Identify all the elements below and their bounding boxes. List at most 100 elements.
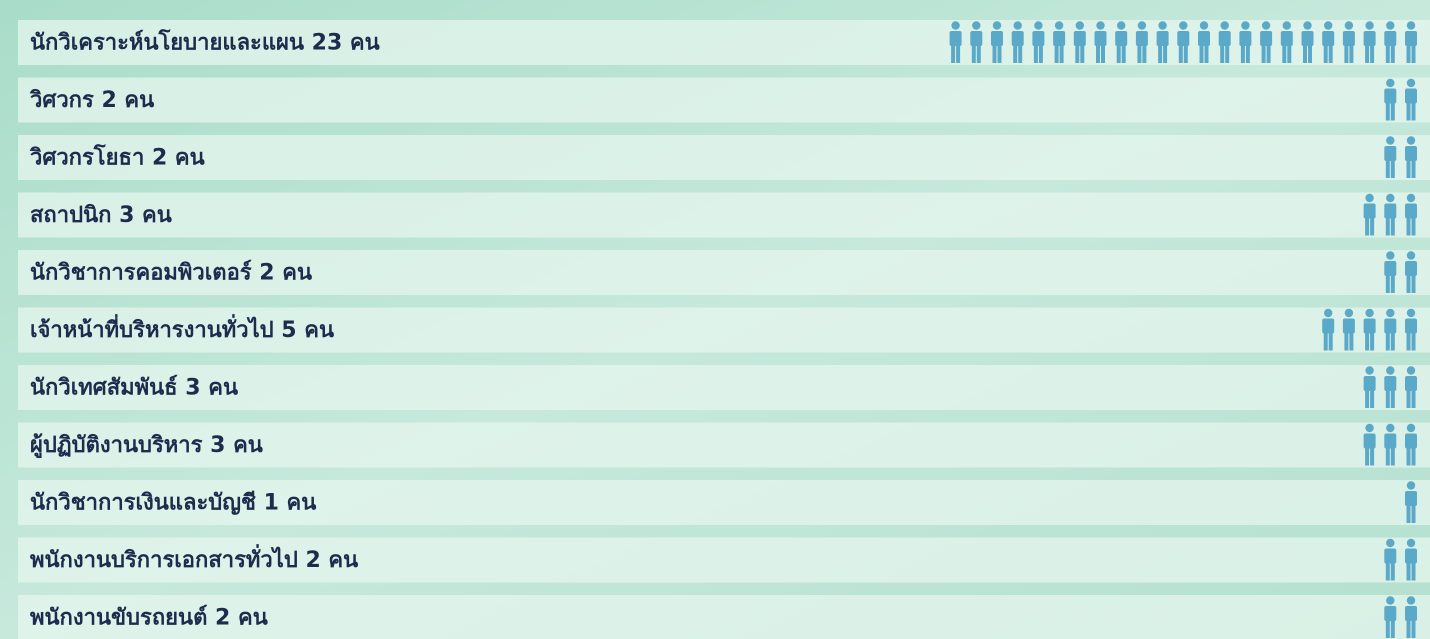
person-icon — [1363, 193, 1376, 236]
icon-leg — [1142, 45, 1147, 63]
icon-leg — [1365, 217, 1370, 236]
icon-leg — [1390, 45, 1395, 63]
icon-body — [1384, 318, 1397, 334]
icon-leg — [1370, 332, 1375, 351]
icon-leg — [1137, 45, 1142, 63]
icon-head — [1179, 21, 1188, 30]
icon-body — [1177, 31, 1190, 46]
icon-body — [1239, 31, 1252, 46]
icon-head — [1324, 308, 1333, 318]
icon-head — [1013, 21, 1022, 30]
icon-body — [1363, 433, 1376, 449]
row-band — [18, 595, 1430, 639]
icon-leg — [1406, 332, 1411, 351]
icon-leg — [1287, 45, 1292, 63]
icon-leg — [1411, 332, 1416, 351]
icon-head — [1261, 21, 1271, 30]
person-icon — [1177, 21, 1190, 63]
person-icon — [1322, 308, 1335, 351]
icon-head — [1386, 538, 1395, 548]
person-icon — [1073, 21, 1086, 63]
icon-leg — [1390, 217, 1395, 236]
person-icon — [970, 21, 983, 63]
icon-leg — [1411, 160, 1416, 178]
icon-body — [1384, 203, 1397, 219]
icon-leg — [1240, 45, 1245, 63]
icon-head — [1158, 21, 1167, 30]
icon-head — [1054, 21, 1064, 30]
icon-leg — [1406, 275, 1411, 293]
icon-leg — [1385, 620, 1390, 638]
icon-leg — [1199, 45, 1204, 63]
person-icon — [1094, 21, 1107, 63]
icon-body — [1322, 31, 1335, 46]
icon-leg — [1365, 447, 1370, 466]
icon-leg — [1163, 45, 1168, 63]
icon-leg — [1261, 45, 1266, 63]
icon-leg — [1204, 45, 1209, 63]
icon-head — [1386, 78, 1395, 88]
icon-leg — [1080, 45, 1085, 63]
icon-leg — [1411, 217, 1416, 236]
icon-body — [1135, 31, 1148, 46]
icon-leg — [1385, 102, 1390, 121]
row-band — [18, 365, 1430, 410]
icon-leg — [1406, 160, 1411, 178]
icon-leg — [1365, 390, 1370, 408]
row-band — [18, 422, 1430, 468]
person-icon — [1363, 21, 1376, 63]
icon-leg — [1385, 275, 1390, 293]
icon-body — [1260, 31, 1273, 46]
icon-body — [970, 31, 983, 46]
icon-head — [1034, 21, 1043, 30]
person-icon — [1405, 136, 1417, 178]
person-icon — [1011, 21, 1024, 63]
icon-head — [1075, 21, 1085, 30]
icon-leg — [1096, 45, 1100, 63]
person-icon — [1156, 21, 1169, 63]
person-icon — [1384, 193, 1397, 236]
icon-leg — [1406, 45, 1411, 63]
icon-body — [1384, 261, 1397, 276]
person-icon — [1405, 251, 1417, 293]
icon-leg — [1033, 45, 1038, 63]
icon-leg — [1411, 275, 1416, 293]
icon-head — [992, 21, 1002, 30]
icon-body — [949, 31, 962, 46]
icon-leg — [1370, 217, 1375, 236]
icon-leg — [1411, 102, 1416, 121]
person-icon — [1135, 21, 1148, 63]
icon-leg — [1245, 45, 1250, 63]
icon-leg — [1390, 332, 1395, 351]
icon-body — [1115, 31, 1128, 46]
icon-body — [991, 31, 1003, 46]
icon-body — [1363, 376, 1376, 391]
icon-head — [972, 21, 981, 30]
icon-leg — [1328, 332, 1333, 351]
icon-leg — [1013, 45, 1018, 63]
icon-leg — [1323, 45, 1328, 63]
icon-leg — [1116, 45, 1121, 63]
row-band — [18, 192, 1430, 238]
icon-head — [1117, 21, 1126, 30]
person-icon — [1363, 366, 1376, 408]
icon-body — [1073, 31, 1086, 46]
person-icon — [1405, 21, 1417, 63]
icon-leg — [1075, 45, 1080, 63]
person-icon — [1342, 21, 1355, 63]
icon-body — [1405, 548, 1417, 564]
row-label: เจ้าหน้าที่บริหารงานทั่วไป 5 คน — [30, 313, 334, 343]
icon-head — [1406, 423, 1416, 433]
person-icon — [1322, 21, 1335, 63]
icon-body — [1384, 88, 1397, 104]
icon-leg — [1101, 45, 1105, 63]
person-icon — [949, 21, 962, 63]
person-icon — [1198, 21, 1210, 63]
row-label: ผู้ปฏิบัติงานบริหาร 3 คน — [30, 433, 263, 459]
person-icon — [1384, 538, 1397, 581]
person-icon — [1384, 251, 1397, 293]
icon-head — [1406, 136, 1416, 145]
icon-head — [1406, 21, 1416, 30]
row-band — [18, 135, 1430, 180]
person-icon — [1260, 21, 1273, 63]
